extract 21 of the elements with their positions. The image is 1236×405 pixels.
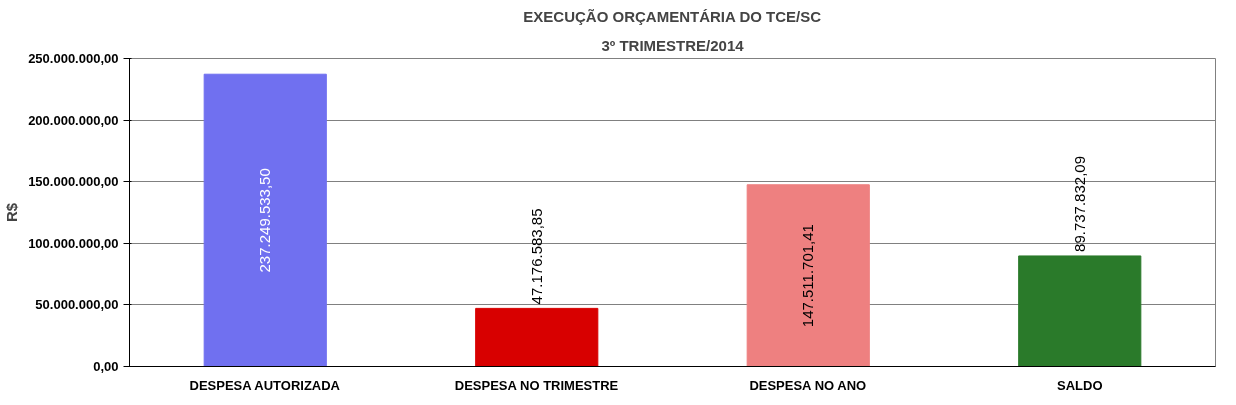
data-label: 147.511.701,41 bbox=[799, 224, 817, 328]
bar bbox=[475, 307, 599, 367]
bar bbox=[1018, 255, 1142, 367]
x-tick-label: SALDO bbox=[1057, 377, 1103, 393]
data-label: 47.176.583,85 bbox=[527, 208, 545, 305]
chart-title: EXECUÇÃO ORÇAMENTÁRIA DO TCE/SC bbox=[523, 7, 822, 25]
x-tick-label: DESPESA AUTORIZADA bbox=[189, 377, 341, 393]
y-tick-label: 0,00 bbox=[93, 359, 119, 374]
y-tick-label: 100.000.000,00 bbox=[28, 235, 119, 251]
data-label: 89.737.832,09 bbox=[1070, 156, 1088, 252]
bar bbox=[746, 184, 870, 367]
x-tick-label: DESPESA NO TRIMESTRE bbox=[454, 377, 619, 393]
x-tick-label: DESPESA NO ANO bbox=[749, 377, 867, 393]
y-axis-title: R$ bbox=[3, 202, 21, 223]
bar bbox=[203, 73, 327, 367]
y-tick-label: 250.000.000,00 bbox=[28, 51, 119, 66]
y-tick-label: 150.000.000,00 bbox=[28, 174, 119, 190]
y-tick-label: 50.000.000,00 bbox=[35, 297, 119, 313]
chart-subtitle: 3º TRIMESTRE/2014 bbox=[601, 36, 745, 54]
y-tick-label: 200.000.000,00 bbox=[28, 112, 119, 128]
data-label: 237.249.533,50 bbox=[256, 168, 274, 273]
